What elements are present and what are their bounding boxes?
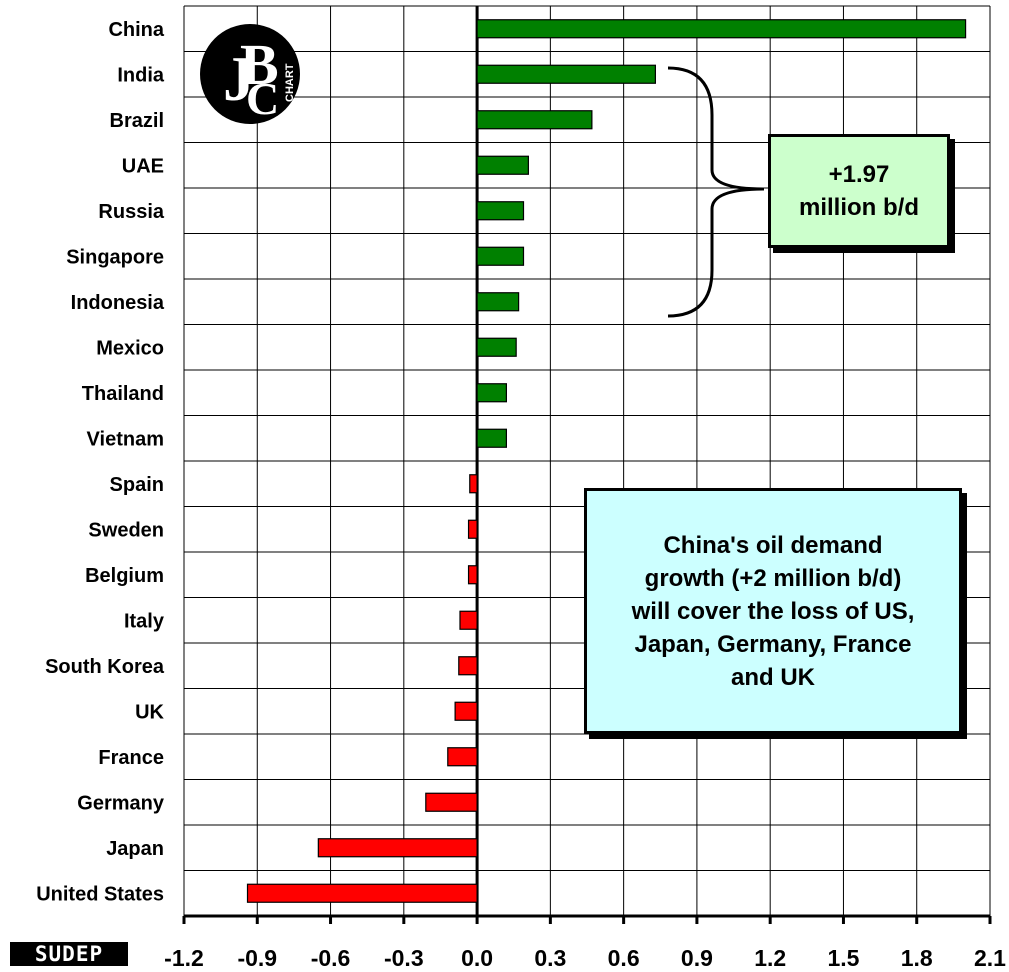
bar (458, 656, 478, 676)
bar (476, 110, 593, 130)
bar (476, 292, 520, 312)
bar (467, 565, 478, 585)
x-tick-label: -0.3 (384, 945, 424, 971)
category-label: Thailand (82, 383, 164, 405)
category-label: Brazil (110, 110, 164, 132)
bar (425, 792, 478, 812)
sudep-credit: SUDEP (10, 942, 128, 966)
bar (476, 428, 508, 448)
category-label: Russia (98, 201, 164, 223)
category-label: Germany (77, 792, 165, 814)
bar (467, 519, 478, 539)
x-tick-label: -1.2 (164, 945, 204, 971)
bar (476, 337, 517, 357)
x-tick-label: 0.0 (461, 945, 493, 971)
sum-annotation-box: +1.97 million b/d (768, 134, 950, 248)
bar (454, 701, 478, 721)
category-label: Mexico (96, 337, 164, 359)
bar (476, 64, 656, 84)
x-tick-label: 0.6 (608, 945, 640, 971)
sum-annotation-text: +1.97 million b/d (799, 161, 919, 221)
svg-text:B: B (240, 32, 279, 97)
x-tick-label: 1.8 (901, 945, 933, 971)
bar (459, 610, 478, 630)
category-label: Vietnam (87, 428, 164, 450)
category-label: Spain (110, 474, 164, 496)
x-tick-label: 0.9 (681, 945, 713, 971)
note-annotation-text: China's oil demand growth (+2 million b/… (631, 531, 915, 691)
x-tick-label: 1.2 (754, 945, 786, 971)
svg-text:C: C (246, 73, 279, 124)
bar (476, 383, 508, 403)
category-label: UAE (122, 155, 164, 177)
logo-text: CHART (284, 63, 296, 102)
bar (246, 883, 478, 903)
category-label: India (117, 64, 165, 86)
category-label: Italy (124, 610, 165, 632)
category-label: China (108, 19, 164, 41)
bar (476, 155, 529, 175)
bar (476, 201, 525, 221)
category-label: France (98, 747, 164, 769)
category-label: Singapore (66, 246, 164, 268)
category-label: UK (135, 701, 164, 723)
category-label: South Korea (45, 656, 165, 678)
x-tick-label: 0.3 (534, 945, 566, 971)
bc-chart-logo: J B C CHART (198, 22, 302, 131)
brace-annotation (667, 66, 765, 318)
x-tick-label: -0.6 (311, 945, 351, 971)
category-label: Japan (106, 838, 164, 860)
category-label: United States (36, 883, 164, 905)
x-tick-label: 1.5 (827, 945, 859, 971)
category-label: Sweden (88, 519, 164, 541)
tick-labels: -1.2 -0.9 -0.6 -0.3 0.0 0.3 0.6 0.9 1.2 1.5 1.8 2.1 (164, 945, 1006, 971)
category-label: Indonesia (71, 292, 165, 314)
x-tick-label: -0.9 (237, 945, 277, 971)
x-tick-label: 2.1 (974, 945, 1006, 971)
bar (476, 246, 525, 266)
category-labels: China India Brazil UAE Russia Singapore Indone… (36, 19, 165, 906)
bar (317, 838, 478, 858)
svg-text:J: J (223, 43, 255, 114)
category-label: Belgium (85, 565, 164, 587)
note-annotation-box: China's oil demand growth (+2 million b/… (584, 488, 962, 734)
bar (476, 19, 967, 39)
bar (469, 474, 478, 494)
bar (447, 747, 478, 767)
bar-layer (246, 19, 967, 903)
